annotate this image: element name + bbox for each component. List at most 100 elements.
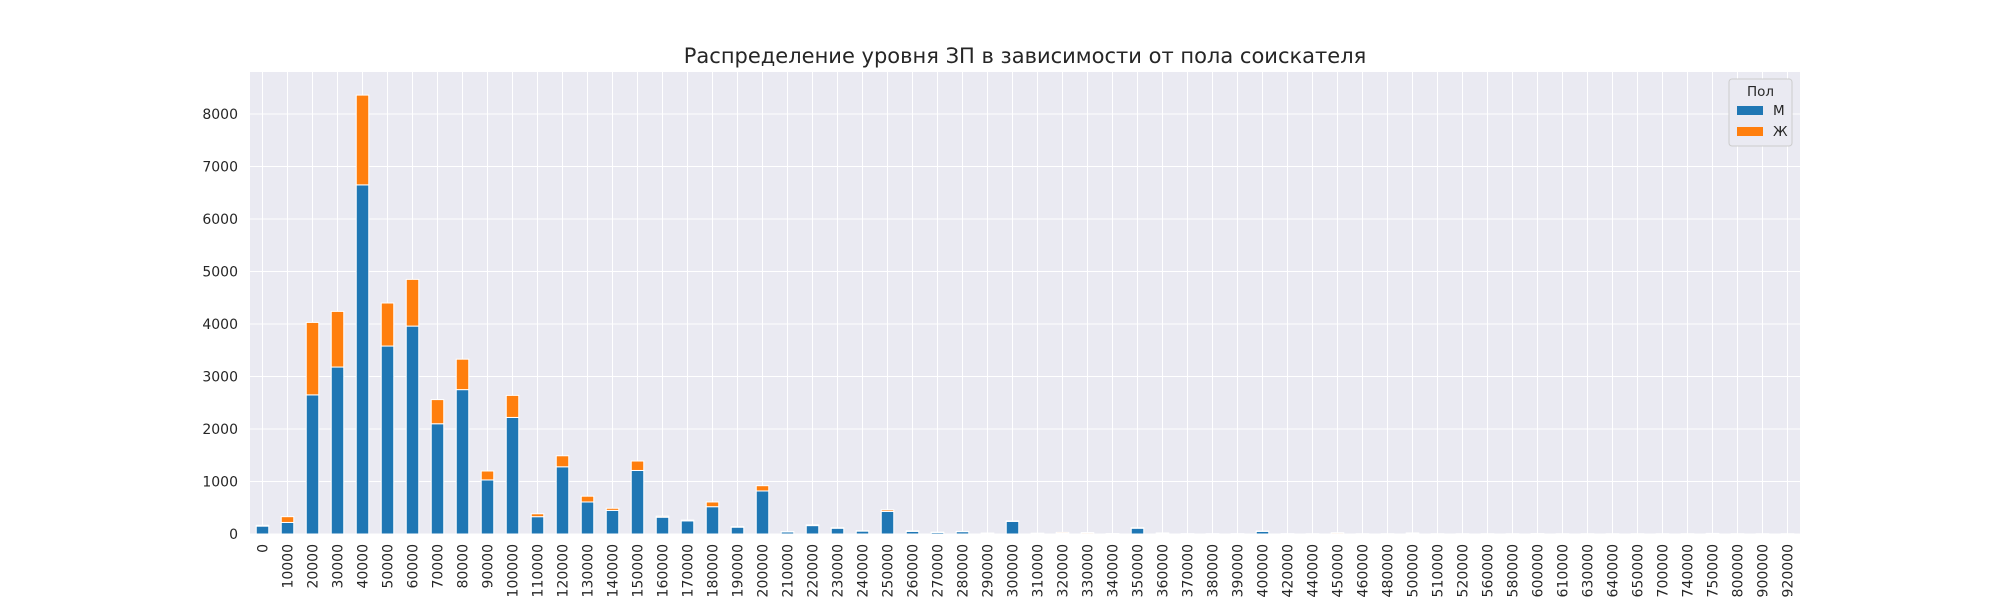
bar-zh-150000 <box>630 460 645 471</box>
x-tick-label: 120000 <box>556 544 572 597</box>
x-tick-labels: 0 10000 20000 30000 40000 50000 60000 70000 8000… <box>256 544 1797 597</box>
legend-swatch-m <box>1737 106 1763 115</box>
y-tick-labels: 0 1000 2000 3000 4000 5000 6000 7000 8000 <box>202 107 238 543</box>
bar-zh-500000 <box>1405 532 1420 535</box>
x-tick-label: 360000 <box>1156 544 1172 597</box>
bar-zh-250000 <box>880 509 895 512</box>
x-tick-label: 380000 <box>1206 544 1222 597</box>
bar-zh-50000 <box>380 302 395 347</box>
x-tick-label: 160000 <box>656 544 672 597</box>
bar-m-90000 <box>480 479 495 535</box>
bar-zh-100000 <box>505 394 520 418</box>
x-tick-label: 30000 <box>331 544 347 589</box>
x-tick-label: 750000 <box>1706 544 1722 597</box>
x-tick-label: 210000 <box>781 544 797 597</box>
x-tick-label: 130000 <box>581 544 597 597</box>
x-tick-label: 610000 <box>1556 544 1572 597</box>
chart-title: Распределение уровня ЗП в зависимости от… <box>684 44 1367 68</box>
x-tick-label: 800000 <box>1731 544 1747 597</box>
y-tick-label: 2000 <box>202 422 238 438</box>
bar-m-100000 <box>505 416 520 535</box>
bar-m-150000 <box>630 469 645 535</box>
bar-m-50000 <box>380 345 395 535</box>
x-tick-label: 510000 <box>1431 544 1447 597</box>
y-tick-label: 6000 <box>202 212 238 228</box>
x-tick-label: 370000 <box>1181 544 1197 597</box>
x-tick-label: 60000 <box>406 544 422 589</box>
x-tick-label: 260000 <box>906 544 922 597</box>
x-tick-label: 230000 <box>831 544 847 597</box>
bar-zh-10000 <box>280 516 295 523</box>
x-tick-label: 600000 <box>1531 544 1547 597</box>
bar-m-170000 <box>680 520 695 535</box>
bar-zh-110000 <box>530 513 545 518</box>
bar-m-20000 <box>305 394 320 535</box>
y-tick-label: 1000 <box>202 475 238 491</box>
bar-m-220000 <box>805 525 820 535</box>
bar-zh-260000 <box>905 530 920 532</box>
x-tick-label: 200000 <box>756 544 772 597</box>
legend-title: Пол <box>1747 84 1774 100</box>
bar-m-110000 <box>530 516 545 535</box>
bar-zh-90000 <box>480 470 495 481</box>
x-tick-label: 460000 <box>1356 544 1372 597</box>
bar-m-250000 <box>880 510 895 535</box>
bar-zh-170000 <box>680 519 695 522</box>
x-tick-label: 180000 <box>706 544 722 597</box>
bar-zh-450000 <box>1330 532 1345 535</box>
bar-m-30000 <box>330 366 345 535</box>
y-tick-label: 4000 <box>202 317 238 333</box>
legend-label-zh: Ж <box>1773 124 1788 140</box>
x-tick-label: 140000 <box>606 544 622 597</box>
x-tick-label: 10000 <box>281 544 297 589</box>
x-tick-label: 40000 <box>356 544 372 589</box>
y-tick-label: 7000 <box>202 160 238 176</box>
x-tick-label: 190000 <box>731 544 747 597</box>
y-tick-label: 8000 <box>202 107 238 123</box>
bar-m-230000 <box>830 527 845 535</box>
x-tick-label: 280000 <box>956 544 972 597</box>
x-tick-label: 580000 <box>1506 544 1522 597</box>
x-tick-label: 450000 <box>1331 544 1347 597</box>
bar-zh-180000 <box>705 501 720 508</box>
bar-zh-750000 <box>1705 532 1720 535</box>
bar-zh-120000 <box>555 455 570 468</box>
y-tick-label: 3000 <box>202 370 238 386</box>
bar-m-130000 <box>580 501 595 535</box>
bar-zh-190000 <box>730 526 745 528</box>
x-tick-label: 440000 <box>1306 544 1322 597</box>
bar-m-120000 <box>555 466 570 535</box>
x-tick-label: 250000 <box>881 544 897 597</box>
bar-zh-130000 <box>580 495 595 503</box>
x-tick-label: 400000 <box>1256 544 1272 597</box>
x-tick-label: 650000 <box>1631 544 1647 597</box>
bar-zh-230000 <box>830 527 845 529</box>
x-tick-label: 80000 <box>456 544 472 589</box>
y-tick-label: 0 <box>229 527 238 543</box>
bar-zh-300000 <box>1005 520 1020 522</box>
x-tick-label: 560000 <box>1481 544 1497 597</box>
x-tick-label: 50000 <box>381 544 397 589</box>
x-tick-label: 310000 <box>1031 544 1047 597</box>
bar-zh-160000 <box>655 515 670 518</box>
x-tick-label: 700000 <box>1656 544 1672 597</box>
legend-swatch-zh <box>1737 127 1763 136</box>
bar-m-300000 <box>1005 520 1020 535</box>
bar-m-10000 <box>280 521 295 535</box>
x-tick-label: 170000 <box>681 544 697 597</box>
y-tick-label: 5000 <box>202 265 238 281</box>
x-tick-label: 300000 <box>1006 544 1022 597</box>
x-tick-label: 740000 <box>1681 544 1697 597</box>
plot-background <box>250 72 1800 534</box>
x-tick-label: 350000 <box>1131 544 1147 597</box>
bar-zh-350000 <box>1130 527 1145 529</box>
bar-zh-200000 <box>755 485 770 492</box>
bars <box>255 94 1795 535</box>
x-tick-label: 900000 <box>1756 544 1772 597</box>
x-tick-label: 0 <box>256 544 272 553</box>
legend[interactable]: Пол М Ж <box>1728 78 1793 147</box>
x-tick-label: 150000 <box>631 544 647 597</box>
x-tick-label: 390000 <box>1231 544 1247 597</box>
x-tick-label: 520000 <box>1456 544 1472 597</box>
